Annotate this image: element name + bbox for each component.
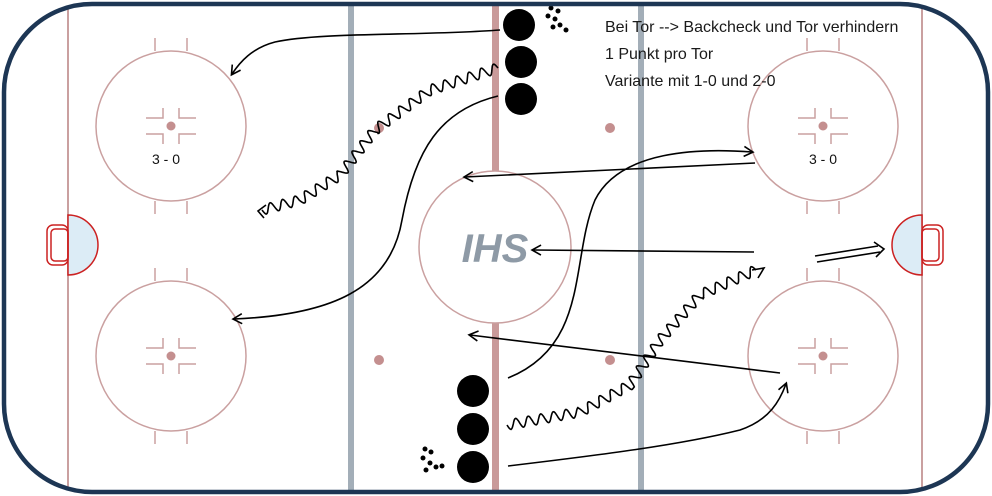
note-line-3: Variante mit 1-0 und 2-0: [605, 73, 775, 91]
neutral-dot-4: [605, 355, 615, 365]
score-label-right: 3 - 0: [809, 151, 837, 167]
player-top-1: [503, 9, 535, 41]
player-top-3: [505, 83, 537, 115]
faceoff-dot-right-bottom: [819, 352, 828, 361]
player-top-2: [505, 46, 537, 78]
score-label-left: 3 - 0: [152, 151, 180, 167]
player-bottom-3: [457, 451, 489, 483]
blue-line-left: [348, 0, 354, 496]
player-bottom-2: [457, 413, 489, 445]
note-line-2: 1 Punkt pro Tor: [605, 46, 713, 64]
center-logo: IHS: [462, 227, 529, 271]
player-bottom-1: [457, 375, 489, 407]
neutral-dot-3: [374, 355, 384, 365]
faceoff-dot-right-top: [819, 122, 828, 131]
faceoff-dot-left-top: [167, 122, 176, 131]
neutral-dot-2: [605, 123, 615, 133]
note-line-1: Bei Tor --> Backcheck und Tor verhindern: [605, 19, 898, 37]
faceoff-dot-left-bottom: [167, 352, 176, 361]
